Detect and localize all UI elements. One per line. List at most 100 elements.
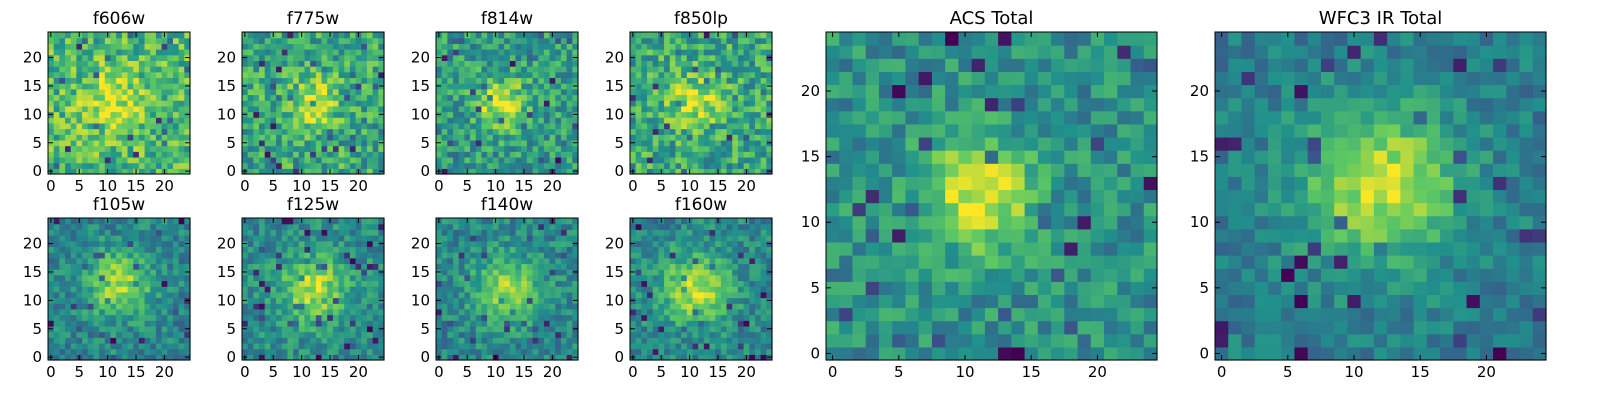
heatmap-cell	[270, 348, 277, 355]
heatmap-cell	[110, 128, 117, 135]
heatmap-cell	[344, 235, 351, 242]
heatmap-cell	[259, 246, 266, 253]
heatmap-cell	[344, 151, 351, 158]
heatmap-cell	[150, 32, 157, 39]
heatmap-cell	[464, 111, 471, 118]
heatmap-cell	[743, 348, 750, 355]
heatmap-cell	[504, 269, 511, 276]
heatmap-cell	[121, 88, 129, 96]
heatmap-cell	[70, 280, 77, 287]
heatmap-cell	[264, 32, 271, 39]
heatmap-cell	[526, 229, 534, 236]
heatmap-cell	[59, 274, 66, 282]
heatmap-cell	[121, 117, 129, 124]
heatmap-cell	[259, 303, 266, 310]
heatmap-cell	[82, 229, 89, 236]
heatmap-cell	[441, 229, 448, 236]
heatmap-cell	[504, 60, 511, 67]
heatmap-cell	[349, 354, 357, 361]
heatmap-cell	[509, 218, 517, 225]
heatmap-cell	[470, 342, 477, 350]
heatmap-cell	[441, 218, 448, 225]
heatmap-cell	[270, 331, 277, 338]
heatmap-cell	[76, 342, 83, 350]
heatmap-cell	[242, 286, 249, 293]
heatmap-cell	[104, 297, 112, 304]
heatmap-cell	[441, 354, 448, 361]
heatmap-cell	[675, 117, 682, 124]
heatmap-cell	[726, 337, 733, 344]
heatmap-cell	[560, 128, 568, 135]
heatmap-cell	[447, 151, 454, 158]
heatmap-cell	[543, 342, 551, 350]
heatmap-cell	[287, 229, 294, 236]
heatmap-cell	[121, 162, 129, 169]
heatmap-cell	[82, 218, 89, 225]
heatmap-cell	[737, 303, 745, 310]
heatmap-cell	[481, 77, 488, 84]
heatmap-cell	[532, 252, 539, 259]
heatmap-cell	[184, 314, 191, 321]
heatmap-cell	[566, 246, 573, 253]
heatmap-cells	[48, 32, 191, 175]
heatmap-cell	[498, 134, 505, 141]
heatmap-cell	[453, 60, 460, 67]
heatmap-cell	[372, 105, 379, 113]
heatmap-cell	[732, 168, 739, 175]
heatmap-cell	[470, 320, 477, 327]
heatmap-cell	[155, 105, 163, 113]
heatmap-cell	[247, 252, 254, 259]
heatmap-cell	[276, 291, 283, 299]
heatmap-cell	[760, 342, 767, 350]
heatmap-cell	[59, 168, 66, 175]
heatmap-cell	[150, 246, 157, 253]
heatmap-cell	[287, 348, 294, 355]
heatmap-cell	[116, 111, 123, 118]
heatmap-cell	[447, 122, 454, 130]
heatmap-cell	[93, 100, 100, 107]
heatmap-cell	[436, 314, 443, 321]
heatmap-cell	[669, 77, 677, 84]
heatmap-cell	[458, 235, 465, 242]
y-tick-label: 10	[605, 105, 624, 123]
heatmap-cell	[366, 303, 374, 310]
heatmap-cell	[127, 337, 134, 344]
heatmap-cell	[549, 88, 556, 96]
heatmap-cell	[538, 162, 545, 169]
heatmap-cell	[675, 151, 682, 158]
heatmap-cell	[155, 218, 163, 225]
heatmap-cell	[487, 83, 494, 90]
heatmap-cell	[298, 66, 306, 73]
heatmap-cell	[281, 162, 289, 169]
heatmap-cell	[658, 331, 665, 338]
heatmap-cell	[155, 43, 163, 50]
heatmap-cell	[737, 71, 745, 79]
heatmap-cell	[178, 297, 185, 304]
heatmap-cell	[259, 291, 266, 299]
heatmap-cell	[366, 139, 374, 147]
heatmap-cell	[538, 32, 545, 39]
heatmap-cell	[321, 128, 328, 135]
heatmap-cell	[344, 100, 351, 107]
heatmap-cell	[453, 145, 460, 152]
heatmap-cell	[161, 54, 168, 61]
heatmap-cell	[110, 303, 117, 310]
heatmap-cell	[178, 111, 185, 118]
heatmap-cell	[293, 94, 300, 101]
heatmap-cell	[293, 269, 300, 276]
heatmap-cell	[327, 156, 334, 164]
heatmap-cell	[481, 325, 488, 333]
heatmap-cell	[65, 325, 72, 333]
heatmap-cell	[321, 303, 328, 310]
heatmap-cell	[270, 83, 277, 90]
y-tick-label: 10	[411, 105, 430, 123]
heatmap-cell	[161, 286, 168, 293]
heatmap-cell	[532, 145, 539, 152]
heatmap-cell	[361, 280, 368, 287]
heatmap-cell	[698, 83, 705, 90]
heatmap-cell	[70, 252, 77, 259]
heatmap-cell	[526, 151, 534, 158]
heatmap-cell	[178, 156, 185, 164]
heatmap-cell	[538, 308, 545, 316]
heatmap-cell	[150, 151, 157, 158]
